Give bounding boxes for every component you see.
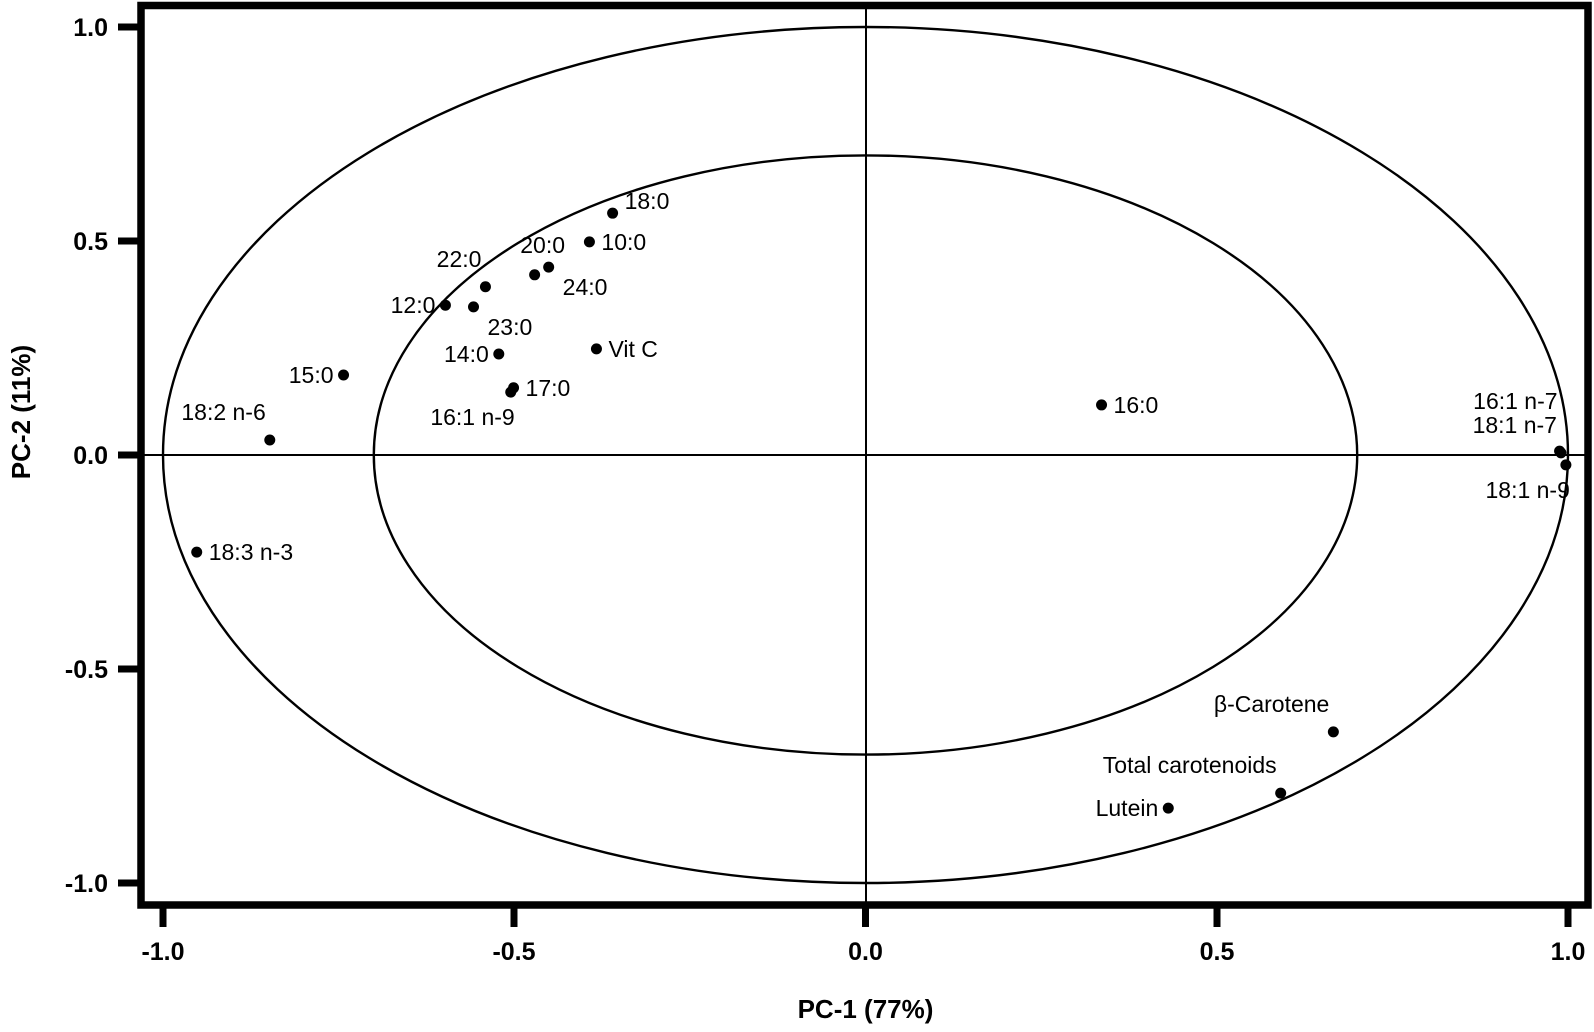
x-axis-title: PC-1 (77%)	[798, 994, 934, 1024]
point-marker	[1560, 459, 1572, 471]
data-point: 14:0	[444, 341, 505, 367]
point-label: 15:0	[289, 362, 334, 388]
y-tick-label: -1.0	[65, 870, 108, 898]
data-point: 18:0	[607, 188, 669, 219]
point-marker	[1327, 726, 1339, 738]
x-tick-label: 0.0	[848, 938, 883, 966]
point-label: 20:0	[520, 232, 565, 258]
point-marker	[468, 301, 480, 313]
x-tick-label: -1.0	[141, 938, 184, 966]
point-label: 18:1 n-9	[1485, 477, 1569, 503]
x-axis: -1.0 -0.5 0.0 0.5 1.0 PC-1 (77%)	[141, 905, 1585, 1024]
point-marker	[439, 299, 451, 311]
point-label: 18:1 n-7	[1473, 412, 1557, 438]
point-marker	[1555, 447, 1567, 459]
point-marker	[479, 281, 491, 293]
point-label: Total carotenoids	[1103, 752, 1277, 778]
point-label: 12:0	[391, 292, 436, 318]
data-point: β-Carotene	[1214, 691, 1339, 738]
data-point: 15:0	[289, 362, 350, 388]
point-marker	[264, 434, 276, 446]
point-label: 16:1 n-9	[430, 404, 514, 430]
y-tick-label: -0.5	[65, 656, 108, 684]
data-point: 18:3 n-3	[191, 539, 293, 565]
point-marker	[529, 269, 541, 281]
point-label: 17:0	[526, 375, 571, 401]
data-point: 10:0	[583, 229, 646, 255]
point-marker	[505, 386, 517, 398]
point-label: Vit C	[608, 336, 657, 362]
y-axis-title: PC-2 (11%)	[6, 345, 36, 479]
x-tick-label: 0.5	[1200, 938, 1235, 966]
point-label: 22:0	[437, 246, 482, 272]
point-label: β-Carotene	[1214, 691, 1330, 717]
point-marker	[590, 343, 602, 355]
point-label: 18:2 n-6	[181, 399, 265, 425]
point-marker	[1096, 399, 1108, 411]
data-point: 20:0	[520, 232, 565, 281]
y-tick-label: 1.0	[73, 14, 108, 42]
data-point: 22:0	[437, 246, 491, 293]
point-marker	[543, 261, 555, 273]
data-point: Vit C	[590, 336, 658, 362]
y-tick-label: 0.0	[73, 442, 108, 470]
data-point: 18:1 n-9	[1485, 459, 1572, 503]
y-tick-label: 0.5	[73, 228, 108, 256]
point-label: 10:0	[601, 229, 646, 255]
point-label: 18:3 n-3	[209, 539, 293, 565]
point-marker	[338, 369, 350, 381]
x-tick-label: -0.5	[492, 938, 535, 966]
point-label: Lutein	[1096, 795, 1159, 821]
point-marker	[1275, 787, 1287, 799]
point-label: 14:0	[444, 341, 489, 367]
y-axis: 1.0 0.5 0.0 -0.5 -1.0 PC-2 (11%)	[6, 14, 141, 898]
data-point: 16:0	[1096, 392, 1158, 418]
data-point: 23:0	[468, 301, 532, 340]
point-label: 18:0	[625, 188, 670, 214]
point-marker	[1162, 802, 1174, 814]
data-point: Lutein	[1096, 795, 1174, 821]
point-label: 16:1 n-7	[1473, 388, 1557, 414]
point-label: 16:0	[1114, 392, 1159, 418]
data-point: Total carotenoids	[1103, 752, 1287, 799]
point-marker	[607, 207, 619, 219]
point-marker	[583, 236, 595, 248]
data-points: 18:0 10:0 20:0 24:0 22:012:0 23:0 Vit C 14:0 17:…	[181, 188, 1572, 821]
point-label: 23:0	[488, 314, 533, 340]
data-point: 18:1 n-7	[1473, 412, 1567, 459]
data-point: 12:0	[391, 292, 451, 318]
point-marker	[191, 546, 203, 558]
point-marker	[493, 348, 505, 360]
x-tick-label: 1.0	[1551, 938, 1586, 966]
data-point: 18:2 n-6	[181, 399, 276, 446]
data-point: 24:0	[543, 261, 608, 300]
data-point: 16:1 n-9	[430, 386, 517, 430]
point-label: 24:0	[563, 274, 608, 300]
